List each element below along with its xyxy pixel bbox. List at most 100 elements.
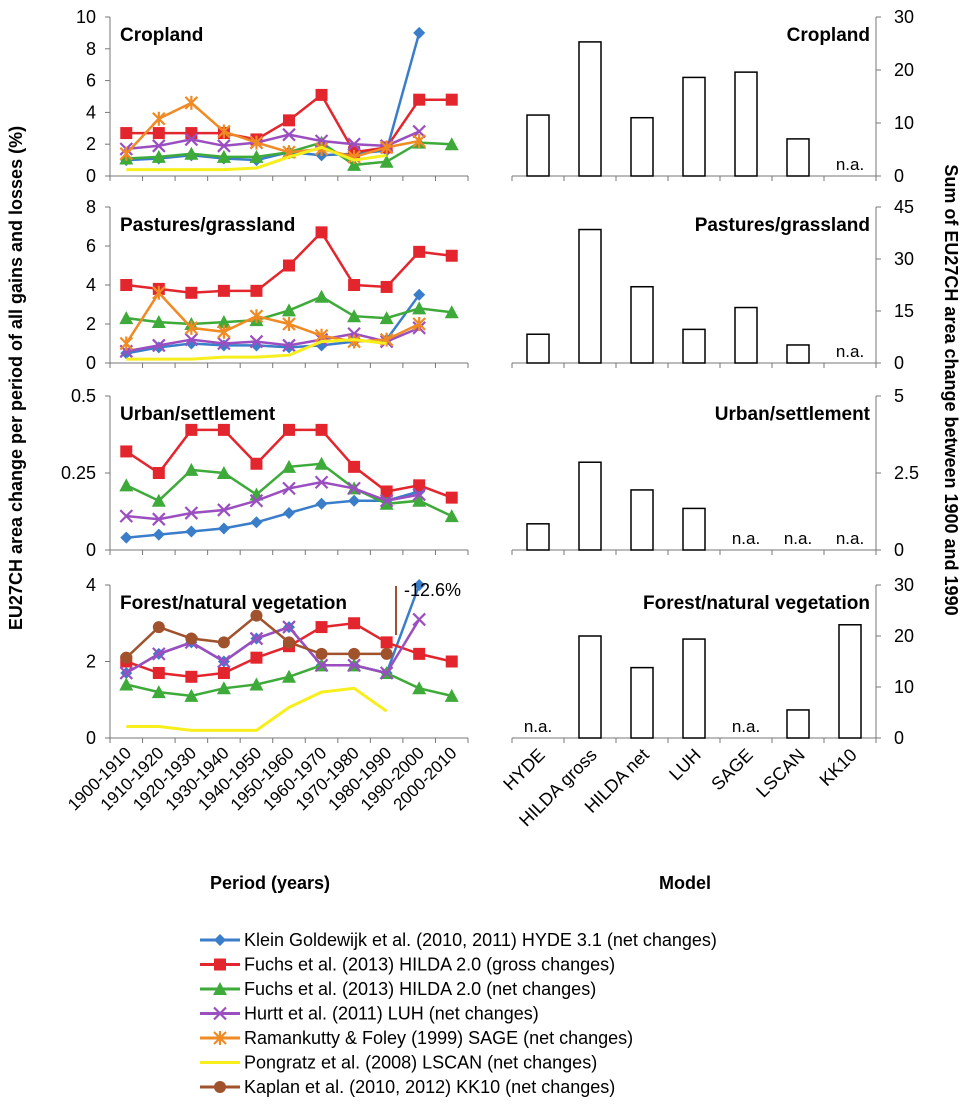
bar	[630, 666, 654, 739]
series-line-luh	[125, 618, 421, 675]
bar	[578, 635, 602, 739]
y-tick-label: 30	[894, 7, 914, 27]
y-tick-label: 0	[894, 728, 904, 748]
y-tick-label: 2	[86, 134, 96, 154]
data-point-hilda_gross	[185, 127, 198, 140]
series-lscan	[126, 686, 388, 732]
data-point-luh	[314, 475, 329, 490]
data-point-sage	[412, 317, 426, 331]
data-point-kk10	[283, 636, 295, 649]
y-tick-label: 45	[894, 197, 914, 217]
legend-item-sage: Ramankutty & Foley (1999) SAGE (net chan…	[200, 1028, 633, 1048]
data-point-sage	[217, 124, 231, 139]
data-point-hilda_gross	[348, 460, 361, 473]
legend-label: Klein Goldewijk et al. (2010, 2011) HYDE…	[244, 930, 717, 950]
series-lscan	[126, 145, 387, 172]
bar-panel-1: 0 10 20 30 Cropland n.a.	[511, 7, 914, 186]
data-point-hyde	[413, 288, 426, 301]
data-point-sage	[119, 146, 134, 161]
right-y-axis-title: Sum of EU27CH area change between 1900 a…	[941, 164, 961, 615]
data-point-hilda_net	[314, 456, 329, 470]
bar-panel-2: 0 15 30 45 Pastures/grassland n.a.	[511, 197, 914, 373]
series-luh	[119, 475, 426, 526]
data-point-hilda_gross	[283, 423, 295, 436]
y-tick-label: 0	[86, 540, 96, 560]
data-point-hilda_net	[151, 149, 166, 163]
data-point-hilda_gross	[315, 621, 328, 634]
data-point-hilda_net	[216, 681, 231, 695]
data-point-hilda_net	[412, 301, 427, 315]
series-hilda_gross	[120, 423, 458, 504]
y-tick-label: 10	[76, 7, 96, 27]
panel-title: Cropland	[120, 25, 203, 46]
data-point-luh	[249, 493, 264, 508]
data-point-sage	[412, 134, 426, 149]
data-point-luh	[379, 493, 394, 508]
data-point-hilda_gross	[152, 127, 165, 140]
data-point-sage	[249, 309, 264, 324]
data-point-hyde	[283, 507, 295, 520]
right-x-axis-title: Model	[659, 873, 711, 893]
data-point-hilda_gross	[445, 93, 458, 106]
data-point-hyde	[217, 339, 230, 352]
data-point-hilda_gross	[185, 286, 198, 299]
x-tick-label: SAGE	[707, 745, 757, 795]
data-point-hilda_net	[444, 688, 459, 702]
data-point-luh	[249, 631, 264, 646]
data-point-sage	[184, 320, 199, 335]
data-point-luh	[347, 137, 361, 151]
data-point-hyde	[250, 516, 263, 529]
data-point-hilda_net	[379, 154, 394, 168]
x-tick-label: LSCAN	[752, 745, 809, 802]
data-point-hilda_net	[314, 289, 329, 303]
series-line-luh	[126, 130, 420, 151]
series-line-hyde	[126, 490, 420, 539]
legend-item-hilda_net: Fuchs et al. (2013) HILDA 2.0 (net chang…	[200, 979, 596, 999]
data-point-hilda_gross	[120, 445, 133, 458]
bar	[734, 71, 758, 177]
data-point-hilda_gross	[283, 259, 295, 272]
not-available-label: n.a.	[836, 155, 864, 174]
x-tick-label: HYDE	[499, 745, 549, 795]
data-point-hilda_gross	[413, 245, 426, 258]
data-point-hilda_gross	[217, 666, 230, 679]
y-tick-label: 0	[894, 353, 904, 373]
y-tick-label: 20	[894, 60, 914, 80]
data-point-hilda_gross	[217, 423, 230, 436]
x-tick-label: KK10	[816, 745, 861, 790]
y-tick-label: 0	[86, 353, 96, 373]
data-point-luh	[412, 612, 426, 627]
line-panel-1: 0 2 4 6 8 10 Cropland	[76, 7, 469, 186]
y-tick-label: 0	[894, 166, 904, 186]
data-point-hilda_gross	[315, 226, 328, 239]
data-point-sage	[249, 135, 264, 150]
series-lscan	[126, 338, 387, 361]
line-panel-2: 0 2 4 6 8 Pastures/grassland	[86, 197, 469, 373]
data-point-hyde	[348, 494, 361, 507]
data-point-luh	[184, 132, 199, 147]
data-point-hyde	[120, 531, 133, 544]
y-tick-label: 0	[86, 728, 96, 748]
legend-item-hilda_gross: Fuchs et al. (2013) HILDA 2.0 (gross cha…	[200, 955, 615, 975]
data-point-kk10	[152, 621, 165, 634]
data-point-hilda_net	[184, 688, 199, 702]
y-tick-label: 30	[894, 575, 914, 595]
bar	[734, 306, 758, 364]
data-point-hilda_gross	[315, 423, 328, 436]
legend-item-luh: Hurtt et al. (2011) LUH (net changes)	[200, 1004, 539, 1024]
data-point-luh	[217, 336, 231, 351]
y-tick-label: 0.5	[71, 386, 96, 406]
series-line-lscan	[126, 145, 387, 172]
data-point-hilda_gross	[413, 479, 426, 492]
data-point-hilda_gross	[217, 284, 230, 297]
data-point-hilda_net	[444, 137, 459, 151]
y-tick-label: 4	[86, 275, 96, 295]
data-point-hilda_net	[216, 466, 231, 479]
bar	[630, 285, 654, 364]
legend-label: Fuchs et al. (2013) HILDA 2.0 (gross cha…	[244, 955, 615, 975]
data-point-luh	[184, 332, 199, 347]
data-point-luh	[217, 654, 231, 669]
bar	[526, 333, 550, 364]
